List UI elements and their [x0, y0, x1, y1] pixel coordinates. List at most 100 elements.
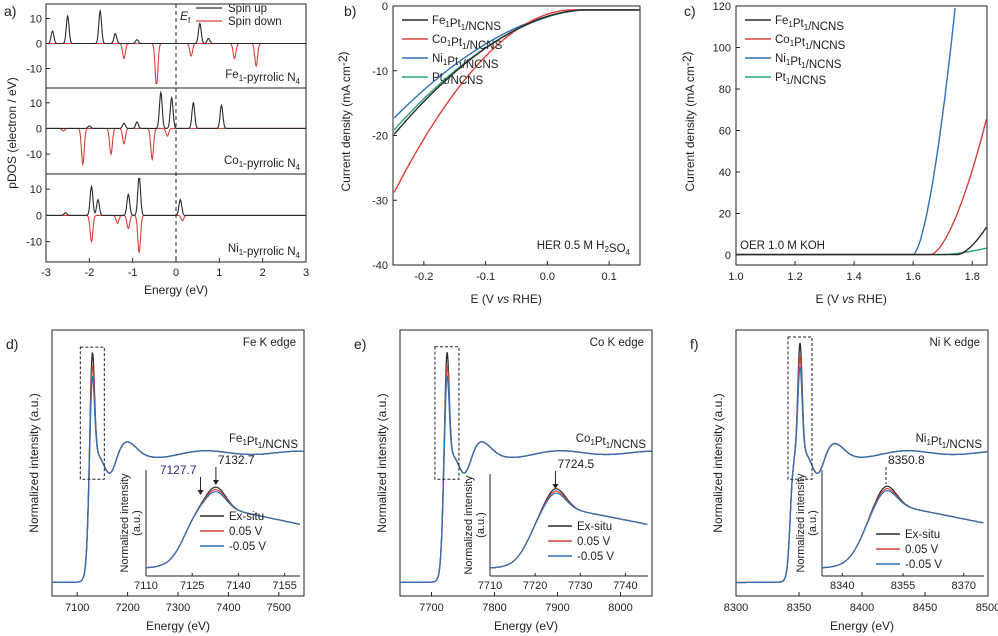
- series-line: [400, 374, 652, 584]
- sample-label: Co1Pt1/NCNS: [576, 433, 647, 451]
- inset-x-tick-label: 7710: [478, 580, 502, 592]
- text-part: E (V: [816, 292, 843, 306]
- legend-entry: Spin up: [228, 3, 267, 15]
- panel-label: d): [6, 336, 18, 352]
- inset-series-line: [145, 486, 301, 569]
- subscript: 1: [590, 438, 595, 447]
- y-tick-label: 0: [36, 210, 42, 222]
- peak-annotation: 7724.5: [557, 457, 594, 471]
- subscript: 1: [804, 23, 809, 32]
- x-tick-label: -3: [41, 267, 51, 279]
- subscript: 1: [805, 42, 810, 51]
- inset-series-line: [145, 491, 301, 569]
- subscript: 1: [447, 39, 452, 48]
- x-tick-label: 7900: [545, 602, 569, 614]
- x-tick-label: 1.6: [906, 271, 921, 283]
- text-part: Pt: [447, 56, 459, 68]
- sample-label: Ni1Pt1/NCNS: [916, 433, 983, 451]
- inset-y-axis-label: Normalized intensity: [463, 475, 475, 575]
- text-part: HER 0.5 M H: [537, 240, 605, 252]
- inset-series-line: [145, 489, 301, 569]
- text-part: Pt: [794, 37, 806, 49]
- x-tick-label: -1: [128, 267, 138, 279]
- y-axis-label: Current density (mA cm-2): [336, 51, 353, 191]
- inset-x-tick-label: 8355: [891, 580, 915, 592]
- spin-up-line: [46, 8, 306, 45]
- text-part: -2: [680, 55, 694, 66]
- y-tick-label: 0: [36, 123, 42, 135]
- series-line: [52, 376, 304, 584]
- x-tick-label: -0.1: [476, 271, 495, 283]
- series-line: [736, 355, 988, 584]
- highlight-box: [79, 346, 105, 480]
- subscript: 1: [443, 77, 448, 86]
- subscript: 1: [239, 160, 244, 169]
- series-line: [736, 226, 987, 256]
- text-part: E: [180, 9, 189, 23]
- y-tick-label: 0: [725, 250, 731, 262]
- text-part: /NCNS: [806, 59, 842, 71]
- x-tick-label: 0.1: [601, 271, 616, 283]
- subscript: 1: [443, 58, 448, 67]
- series-line: [400, 352, 652, 584]
- peak-arrowhead: [197, 490, 204, 495]
- text-part: Pt: [790, 56, 802, 68]
- text-part: /NCNS: [946, 439, 982, 451]
- inset-x-tick-label: 7730: [568, 580, 592, 592]
- y-tick-label: 0: [382, 1, 388, 13]
- inset-x-tick-label: 7720: [523, 580, 547, 592]
- y-tick-label: -10: [26, 149, 42, 161]
- x-tick-label: 2: [260, 267, 266, 279]
- text-part: -pyrrolic N: [243, 72, 295, 84]
- subscript: 1: [606, 441, 611, 450]
- text-part: /NCNS: [463, 59, 499, 71]
- subscript: 1: [790, 39, 795, 48]
- chart-title: Ni K edge: [929, 337, 980, 349]
- y-tick-label: 10: [30, 14, 42, 26]
- highlight-box: [434, 346, 460, 480]
- subscript: 1: [258, 441, 263, 450]
- text-part: ): [680, 51, 694, 55]
- plot-frame: [399, 329, 653, 597]
- text-part: Pt: [793, 18, 805, 30]
- subscript: 1: [445, 20, 450, 29]
- x-tick-label: 7200: [115, 602, 139, 614]
- x-tick-label: 8300: [724, 602, 748, 614]
- x-axis-label: Energy (eV): [144, 283, 208, 297]
- y-axis-label: Current density (mA cm-2): [680, 51, 697, 191]
- series-line: [736, 119, 988, 256]
- subplot-label: Co1-pyrrolic N4: [224, 155, 301, 172]
- legend-entry: 0.05 V: [577, 536, 611, 548]
- subscript: 1: [786, 58, 791, 67]
- legend-entry: Ex-situ: [905, 529, 940, 541]
- x-tick-label: 7700: [419, 602, 443, 614]
- plot-frame: [735, 5, 988, 266]
- text-part: Pt: [247, 436, 259, 448]
- subscript: 2: [604, 245, 609, 254]
- legend-entry: 0.05 V: [905, 544, 939, 556]
- chart-annotation: HER 0.5 M H2SO4: [537, 240, 631, 257]
- legend-entry: -0.05 V: [229, 541, 266, 553]
- fermi-label: Ef: [180, 9, 191, 25]
- legend-entry: Pt1/NCNS: [775, 72, 826, 87]
- panel-label: b): [344, 3, 356, 19]
- spin-up-line: [46, 178, 306, 216]
- text-part: Fe: [775, 15, 788, 27]
- x-axis-label: Energy (eV): [830, 619, 894, 633]
- text-part: Pt: [451, 37, 463, 49]
- inset-y-axis-unit: (a.u.): [475, 512, 487, 538]
- chart-annotation: OER 1.0 M KOH: [740, 240, 825, 252]
- y-tick-label: -10: [26, 237, 42, 249]
- panel-label: a): [4, 3, 16, 19]
- text-part: /NCNS: [466, 40, 502, 52]
- legend-entry: Ex-situ: [229, 511, 264, 523]
- inset-y-axis-unit: (a.u.): [807, 510, 819, 536]
- text-part: Ni: [228, 243, 239, 255]
- legend-entry: Ni1Pt1/NCNS: [775, 53, 842, 71]
- x-tick-label: 8000: [608, 602, 632, 614]
- text-part: RHE): [854, 292, 887, 306]
- x-tick-label: 0: [173, 267, 179, 279]
- plot-frame: [735, 329, 989, 597]
- text-part: Co: [224, 155, 239, 167]
